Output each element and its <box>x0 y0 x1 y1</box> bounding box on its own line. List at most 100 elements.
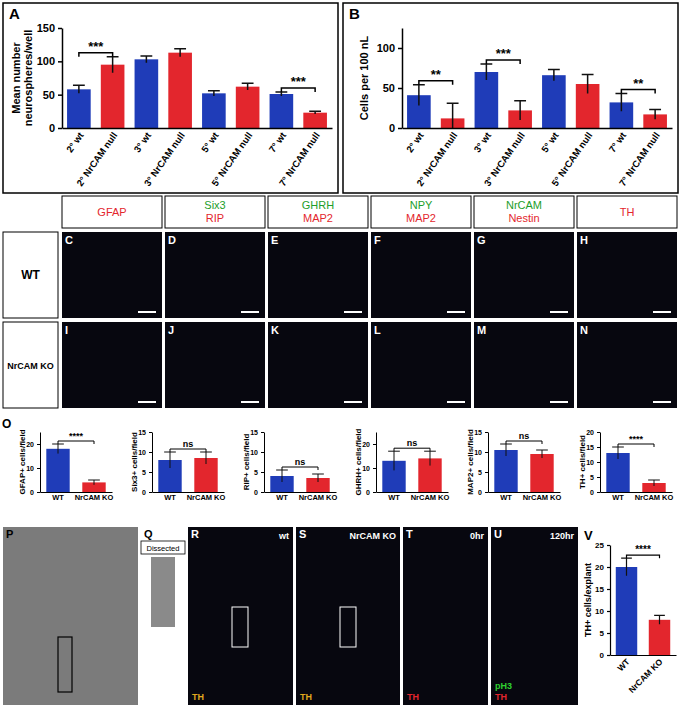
y-tick: 20 <box>586 429 600 436</box>
brightfield-image <box>3 527 138 705</box>
x-tick: WT <box>615 656 632 673</box>
panel-letter: B <box>349 5 360 22</box>
x-tick-label: NrCAM KO <box>635 493 674 502</box>
y-axis-title-line: GHRH+ cells/field <box>354 428 363 495</box>
stain-header-box <box>62 196 162 228</box>
y-axis-title-line: TH+ cells/explant <box>583 563 593 637</box>
error-bar <box>164 452 176 468</box>
y-tick: 150 <box>37 22 62 34</box>
panel-letter: H <box>580 234 588 246</box>
x-tick: 2° NrCAM null <box>414 130 459 188</box>
x-tick: WT <box>164 493 176 502</box>
significance-label: ns <box>407 438 418 448</box>
y-tick: 15 <box>586 444 600 451</box>
row-label-box <box>3 232 58 318</box>
x-tick-label: 7° wt <box>606 129 628 154</box>
y-tick-mark <box>37 444 40 445</box>
image-background <box>141 527 185 705</box>
bar <box>236 87 260 128</box>
y-tick-mark <box>607 611 610 612</box>
error-bar <box>174 49 186 57</box>
significance-label: **** <box>629 434 644 444</box>
region-box <box>58 637 72 692</box>
significance-label: ns <box>519 431 530 441</box>
y-tick-mark <box>485 492 488 493</box>
panel-text: 0hr <box>470 531 485 541</box>
y-tick-label: 5 <box>590 474 594 481</box>
y-axis-title: TH+ cells/field <box>578 435 587 489</box>
y-axis: 051015 <box>138 429 152 496</box>
x-tick-label: NrCAM KO <box>187 493 226 502</box>
panel-letter: C <box>65 234 73 246</box>
error-bar <box>424 451 436 465</box>
y-tick-label: 50 <box>43 89 55 101</box>
x-tick-label: NrCAM KO <box>523 493 562 502</box>
micrograph <box>188 527 293 705</box>
error-bar <box>309 111 321 114</box>
y-axis-title: GFAP+ cells/field <box>18 429 27 494</box>
x-axis-line <box>611 655 677 656</box>
micrograph <box>474 322 574 408</box>
y-axis-title-line: RIP+ cells/field <box>242 434 251 491</box>
error-bar <box>312 474 324 482</box>
significance-bracket <box>170 449 206 452</box>
panel-letter: S <box>299 528 306 540</box>
y-tick-label: 0 <box>30 489 34 496</box>
significance-bracket <box>394 448 430 451</box>
x-tick: 7° NrCAM null <box>617 130 662 188</box>
x-axis-line <box>403 128 673 130</box>
y-tick: 15 <box>138 429 152 436</box>
error-bar <box>621 558 632 576</box>
significance-label: ns <box>183 439 194 449</box>
bar-chart: 0501002° wt2° NrCAM null3° wt3° NrCAM nu… <box>343 3 678 193</box>
y-tick-label: 5 <box>478 469 482 476</box>
y-tick: 20 <box>595 563 610 572</box>
x-tick-label: 7° NrCAM null <box>617 130 662 188</box>
x-tick-label: 3° wt <box>471 129 493 154</box>
significance-label: *** <box>88 39 104 54</box>
y-tick-label: 5 <box>600 629 605 638</box>
micrograph <box>165 232 265 318</box>
panel-letter: F <box>374 234 381 246</box>
significance-label: *** <box>291 74 307 89</box>
panel-letter: Q <box>144 528 153 540</box>
bar-chart: 05101520WTNrCAM KOTH+ cells/field**** <box>578 429 674 503</box>
y-tick-label: 20 <box>362 441 370 448</box>
error-bar <box>140 56 152 63</box>
scale-bar <box>653 401 671 403</box>
y-tick-mark <box>373 492 376 493</box>
row-label-box <box>3 322 58 408</box>
x-tick: 7° wt <box>266 129 288 154</box>
error-bar <box>276 470 288 482</box>
plot-area <box>407 64 667 128</box>
error-bar <box>536 450 548 458</box>
x-tick: WT <box>500 493 512 502</box>
significance-label: **** <box>69 431 84 441</box>
stain-label: NrCAM <box>506 199 542 211</box>
panel-letter: A <box>9 5 20 22</box>
bar <box>616 567 637 655</box>
scale-bar <box>344 401 362 403</box>
y-axis-title: Six3+ cells/field <box>130 432 139 492</box>
error-bar <box>615 94 627 112</box>
micrograph <box>491 527 578 705</box>
bar <box>494 450 517 492</box>
y-tick-label: 10 <box>586 459 594 466</box>
y-tick-label: 25 <box>595 541 604 550</box>
y-tick: 0 <box>600 651 610 660</box>
scale-bar <box>138 401 156 403</box>
x-tick-label: WT <box>500 493 512 502</box>
y-tick-mark <box>607 655 610 656</box>
y-tick-label: 5 <box>142 469 146 476</box>
panel-letter: R <box>191 528 199 540</box>
panel-letter: V <box>584 528 593 543</box>
plot-area <box>158 452 217 492</box>
bar <box>168 53 192 128</box>
x-tick: 7° wt <box>606 129 628 154</box>
y-tick-mark <box>261 452 264 453</box>
y-tick-mark <box>597 447 600 448</box>
y-tick-mark <box>607 567 610 568</box>
error-bar <box>548 70 560 81</box>
x-axis: WTNrCAM KO <box>601 493 674 503</box>
y-tick-label: 150 <box>37 22 55 34</box>
